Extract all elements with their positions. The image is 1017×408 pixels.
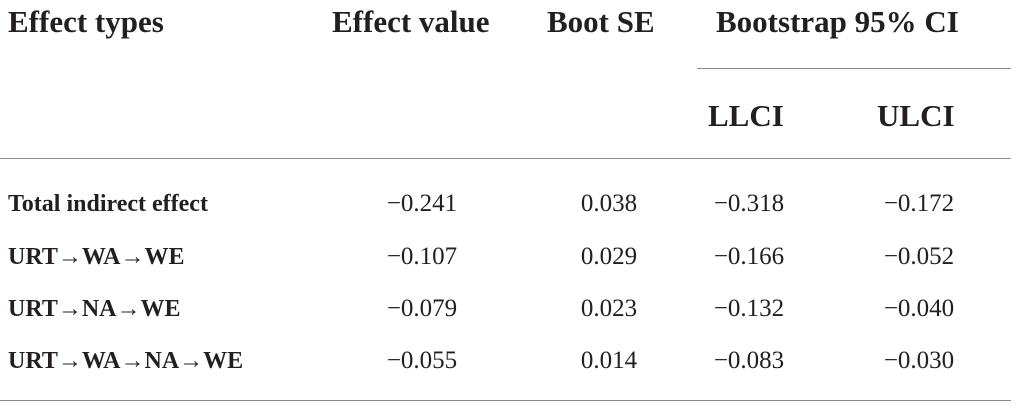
row-label: URT→NA→WE xyxy=(8,296,181,322)
ulci-cell: −0.030 xyxy=(883,347,955,374)
header-boot-se: Boot SE xyxy=(547,4,655,39)
ci-group-rule xyxy=(697,68,1011,69)
boot-se-cell: 0.038 xyxy=(580,190,638,217)
ulci-cell: −0.040 xyxy=(883,295,955,322)
llci-cell: −0.083 xyxy=(713,347,785,374)
row-label: URT→WA→NA→WE xyxy=(8,348,244,374)
effect-value-cell: −0.241 xyxy=(386,190,458,217)
boot-se-cell: 0.029 xyxy=(580,243,638,270)
header-bootstrap-ci: Bootstrap 95% CI xyxy=(716,4,959,39)
ulci-cell: −0.052 xyxy=(883,243,955,270)
ulci-cell: −0.172 xyxy=(883,190,955,217)
effect-value-cell: −0.079 xyxy=(386,295,458,322)
llci-cell: −0.132 xyxy=(713,295,785,322)
row-label: Total indirect effect xyxy=(8,191,208,217)
row-label: URT→WA→WE xyxy=(8,244,185,270)
table-bottom-rule xyxy=(0,400,1011,401)
header-ulci: ULCI xyxy=(877,98,955,133)
llci-cell: −0.166 xyxy=(713,243,785,270)
header-effect-value: Effect value xyxy=(332,4,490,39)
boot-se-cell: 0.023 xyxy=(580,295,638,322)
header-effect-types: Effect types xyxy=(8,4,164,39)
header-llci: LLCI xyxy=(708,98,784,133)
effect-value-cell: −0.107 xyxy=(386,243,458,270)
header-bottom-rule xyxy=(0,158,1011,159)
effect-value-cell: −0.055 xyxy=(386,347,458,374)
llci-cell: −0.318 xyxy=(713,190,785,217)
boot-se-cell: 0.014 xyxy=(580,347,638,374)
